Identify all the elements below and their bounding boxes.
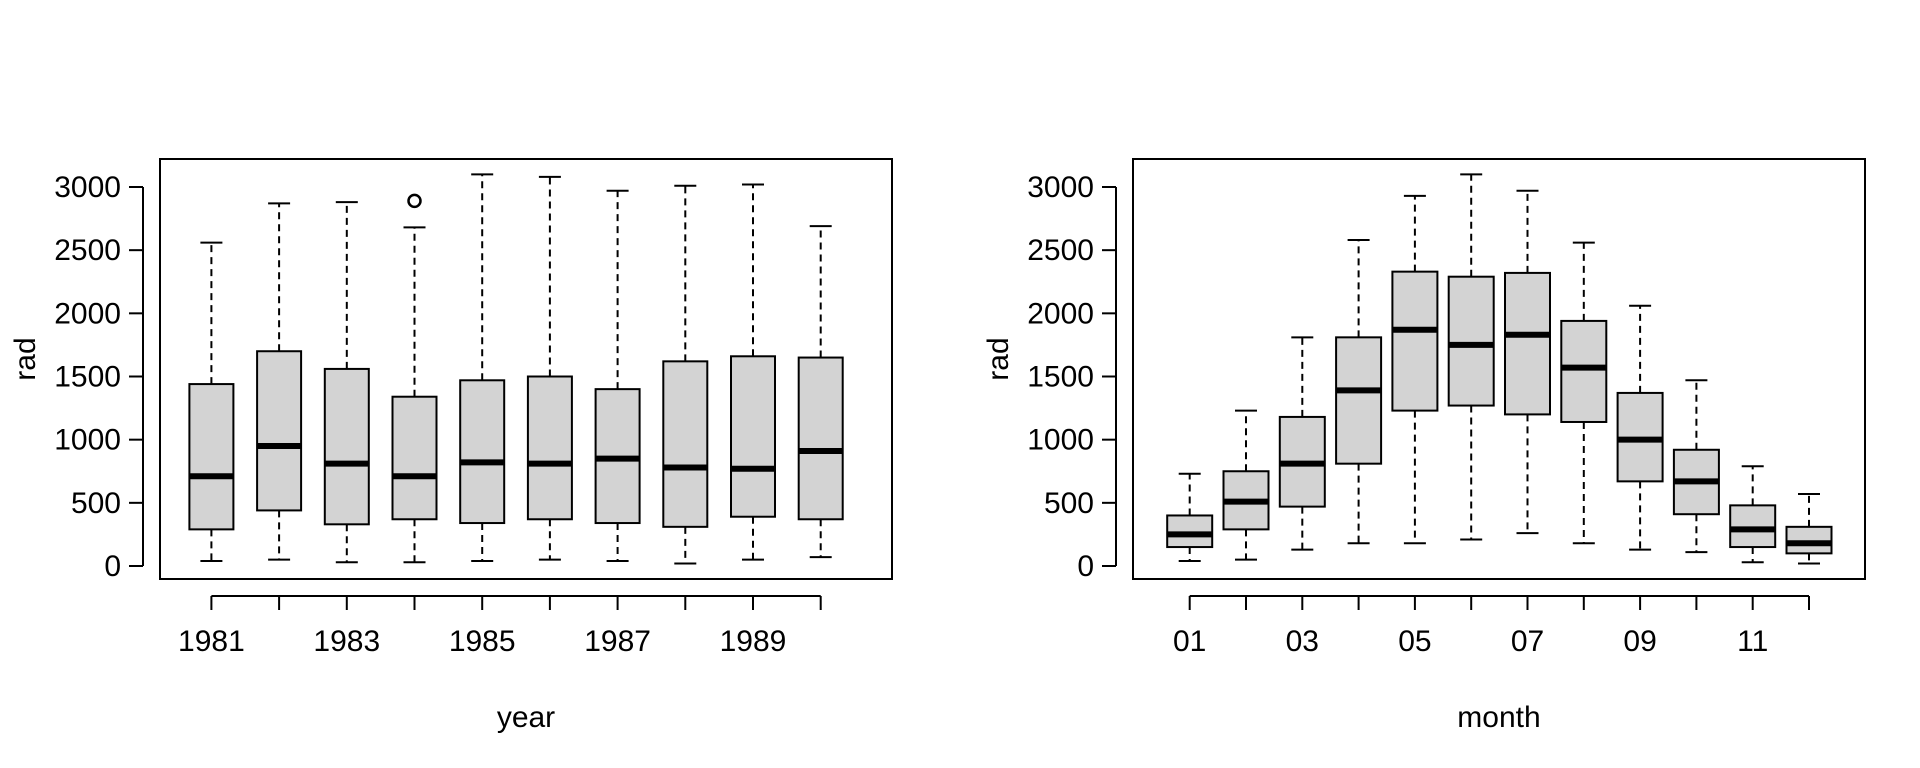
box-08 — [1560, 241, 1608, 545]
iqr-box — [1560, 319, 1608, 423]
y-tick-label: 500 — [71, 487, 121, 520]
y-tick-label: 1500 — [1027, 361, 1094, 394]
y-tick-label: 3000 — [1027, 171, 1094, 204]
x-axis-title: year — [497, 701, 555, 734]
iqr-box — [1166, 514, 1214, 549]
box-09 — [1616, 304, 1664, 551]
iqr-box — [1729, 504, 1777, 549]
box-10 — [1672, 379, 1720, 554]
x-tick-label: 1989 — [720, 625, 787, 658]
box-03 — [1278, 336, 1326, 551]
box-1983 — [323, 201, 370, 564]
y-tick-label: 0 — [104, 550, 121, 583]
x-axis-title: month — [1457, 701, 1540, 734]
box-1981 — [188, 241, 235, 562]
y-tick-label: 1000 — [54, 424, 121, 457]
box-01 — [1166, 472, 1214, 562]
month-boxplot-panel: 0 500 1000 1500 2000 2500 3000 01 03 05 07 09 11 mont… — [982, 158, 1866, 734]
y-axis-title: rad — [982, 337, 1015, 380]
box-07 — [1504, 189, 1551, 535]
iqr-box — [1335, 336, 1383, 465]
box-04 — [1335, 239, 1383, 545]
y-axis-title: rad — [9, 337, 42, 380]
x-tick-label: 09 — [1623, 625, 1656, 658]
x-tick-label: 1981 — [178, 625, 245, 658]
iqr-box — [188, 383, 235, 531]
year-boxplot-panel: 0 500 1000 1500 2000 2500 3000 1981 1983 1985 1987… — [9, 158, 893, 734]
iqr-box — [1504, 271, 1551, 416]
x-tick-label: 1985 — [449, 625, 516, 658]
y-tick-label: 2000 — [54, 297, 121, 330]
box-02 — [1222, 409, 1270, 561]
box-1984 — [391, 193, 438, 564]
box-1988 — [662, 184, 709, 565]
y-tick-label: 0 — [1077, 550, 1094, 583]
y-tick-label: 3000 — [54, 171, 121, 204]
iqr-box — [730, 355, 776, 518]
box-06 — [1447, 173, 1495, 541]
box-1990 — [797, 225, 844, 559]
iqr-box — [391, 395, 438, 521]
box-1982 — [256, 202, 303, 561]
iqr-box — [1447, 275, 1495, 407]
iqr-box — [526, 375, 573, 521]
box-11 — [1729, 465, 1777, 564]
box-1987 — [594, 189, 641, 562]
iqr-box — [459, 379, 506, 525]
outlier-point — [407, 193, 422, 209]
iqr-box — [662, 360, 709, 528]
box-1989 — [730, 183, 776, 561]
box-1985 — [459, 173, 506, 562]
y-tick-label: 2500 — [1027, 234, 1094, 267]
box-1986 — [526, 175, 573, 561]
y-tick-label: 1000 — [1027, 424, 1094, 457]
x-tick-label: 05 — [1398, 625, 1431, 658]
box-05 — [1391, 194, 1439, 545]
x-tick-label: 1987 — [584, 625, 651, 658]
iqr-box — [1391, 270, 1439, 412]
plot-frame — [159, 158, 893, 580]
iqr-box — [323, 367, 370, 526]
y-tick-label: 500 — [1044, 487, 1094, 520]
iqr-box — [256, 350, 303, 512]
x-tick-label: 11 — [1737, 625, 1768, 658]
x-tick-label: 1983 — [313, 625, 380, 658]
y-tick-label: 2500 — [54, 234, 121, 267]
x-tick-label: 03 — [1286, 625, 1319, 658]
y-tick-label: 1500 — [54, 361, 121, 394]
x-tick-label: 07 — [1511, 625, 1544, 658]
iqr-box — [797, 356, 844, 521]
box-12 — [1785, 492, 1833, 565]
iqr-box — [1785, 525, 1833, 555]
plot-frame — [1132, 158, 1866, 580]
y-tick-label: 2000 — [1027, 297, 1094, 330]
x-tick-label: 01 — [1173, 625, 1206, 658]
